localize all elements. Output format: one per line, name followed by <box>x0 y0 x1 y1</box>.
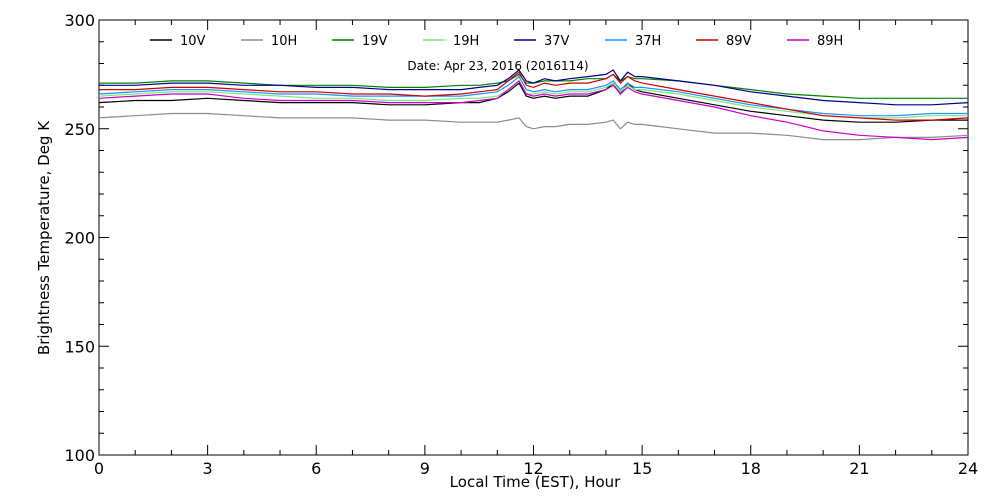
series-line-10H <box>98 112 969 141</box>
x-tick-label: 18 <box>741 459 761 478</box>
y-tick-label: 300 <box>64 11 95 30</box>
legend-label-10H: 10H <box>271 34 297 49</box>
series-line-89H <box>98 79 969 141</box>
y-axis-label: Brightness Temperature, Deg K <box>35 120 53 355</box>
series-line-89V <box>99 71 969 121</box>
legend-label-10V: 10V <box>180 34 206 49</box>
x-tick-label: 3 <box>203 459 213 478</box>
series-line-19V <box>99 73 968 99</box>
x-tick-label: 9 <box>420 459 430 478</box>
legend-label-89V: 89V <box>726 34 752 49</box>
legend-label-19H: 19H <box>453 34 479 49</box>
x-tick-label: 15 <box>632 459 652 478</box>
y-tick-label: 100 <box>64 446 95 465</box>
x-axis: 0 3 6 9 12 15 18 21 24 <box>94 20 978 478</box>
x-axis-label: Local Time (EST), Hour <box>450 473 621 491</box>
x-tick-label: 12 <box>523 459 543 478</box>
x-tick-label: 24 <box>958 459 978 478</box>
y-tick-label: 200 <box>64 229 95 248</box>
x-tick-label: 6 <box>311 459 321 478</box>
x-tick-label: 21 <box>849 459 869 478</box>
legend: 10V 10H 19V 19H 37V 37H 89V 89H <box>150 34 843 49</box>
plot-frame <box>98 19 969 456</box>
series-line-37V <box>99 69 969 106</box>
legend-label-89H: 89H <box>817 34 843 49</box>
chart-title: Date: Apr 23, 2016 (2016114) <box>407 59 588 73</box>
series-line-37H <box>98 75 968 117</box>
series-lines <box>98 69 969 141</box>
y-tick-label: 250 <box>64 120 95 139</box>
series-line-10V <box>98 82 968 123</box>
legend-label-19V: 19V <box>362 34 388 49</box>
x-tick-label: 0 <box>94 459 104 478</box>
legend-label-37V: 37V <box>544 34 570 49</box>
y-tick-label: 150 <box>64 337 95 356</box>
series-line-19H <box>98 79 968 119</box>
legend-label-37H: 37H <box>635 34 661 49</box>
y-axis: 100 150 200 250 300 <box>64 11 968 465</box>
